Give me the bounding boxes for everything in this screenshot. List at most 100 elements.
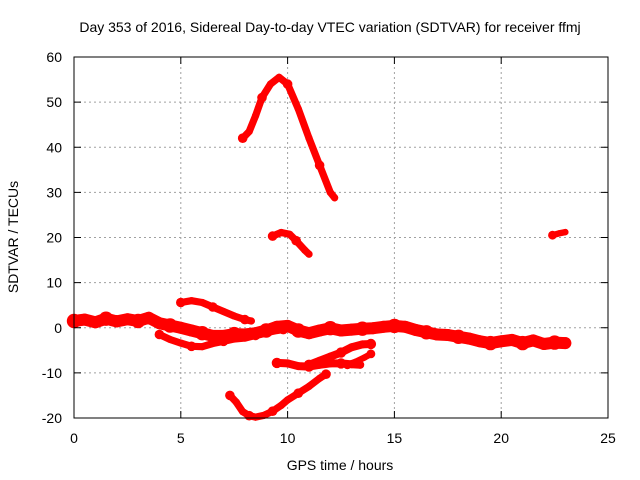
data-point bbox=[323, 321, 338, 336]
data-point bbox=[245, 127, 253, 136]
chart-title: Day 353 of 2016, Sidereal Day-to-day VTE… bbox=[79, 19, 580, 35]
data-point bbox=[313, 324, 326, 337]
data-point bbox=[275, 73, 283, 81]
data-point bbox=[257, 92, 267, 103]
y-tick-label: 20 bbox=[46, 230, 62, 246]
data-point bbox=[451, 329, 466, 344]
data-point bbox=[441, 329, 454, 341]
data-point bbox=[252, 413, 260, 421]
data-point bbox=[252, 112, 260, 120]
data-point bbox=[303, 359, 315, 370]
data-point bbox=[293, 388, 304, 399]
data-point bbox=[225, 390, 235, 401]
data-point bbox=[177, 339, 185, 347]
data-point bbox=[262, 329, 270, 337]
y-tick-label: -20 bbox=[42, 410, 62, 426]
data-point bbox=[352, 358, 360, 365]
data-point bbox=[537, 338, 550, 350]
data-point bbox=[267, 406, 278, 417]
data-point bbox=[331, 194, 339, 202]
data-point bbox=[527, 334, 540, 347]
data-point bbox=[315, 356, 324, 365]
data-point bbox=[361, 354, 368, 361]
data-point bbox=[218, 336, 229, 347]
data-point bbox=[473, 335, 486, 348]
data-point bbox=[219, 307, 228, 316]
data-point bbox=[547, 335, 562, 350]
data-point bbox=[326, 188, 334, 196]
data-point bbox=[505, 333, 518, 346]
tick-labels: 0 5 10 15 20 25 -20 -10 0 10 20 30 40 50 60 bbox=[42, 49, 616, 446]
y-axis-title: SDTVAR / TECUs bbox=[5, 181, 21, 293]
data-point bbox=[305, 382, 313, 390]
data-point bbox=[409, 324, 422, 336]
data-point bbox=[377, 320, 390, 333]
data-series bbox=[66, 73, 572, 421]
data-point bbox=[483, 335, 498, 351]
data-point bbox=[335, 324, 347, 337]
y-tick-label: 0 bbox=[54, 320, 62, 336]
data-point bbox=[294, 105, 302, 113]
data-point bbox=[278, 324, 289, 335]
data-point bbox=[345, 323, 358, 336]
x-axis-title: GPS time / hours bbox=[287, 457, 394, 473]
data-point bbox=[230, 312, 238, 320]
x-tick-label: 15 bbox=[387, 430, 403, 446]
data-point bbox=[208, 302, 218, 312]
data-point bbox=[555, 230, 563, 237]
data-point bbox=[305, 134, 313, 142]
data-point bbox=[247, 317, 255, 325]
data-point bbox=[367, 322, 379, 335]
data-point bbox=[250, 330, 261, 341]
data-point bbox=[291, 235, 301, 246]
data-point bbox=[347, 343, 356, 352]
data-point bbox=[198, 343, 206, 351]
data-point bbox=[365, 338, 377, 350]
y-tick-label: 50 bbox=[46, 94, 62, 110]
data-point bbox=[284, 396, 292, 404]
data-point bbox=[277, 401, 285, 409]
x-tick-label: 0 bbox=[70, 430, 78, 446]
data-point bbox=[305, 250, 313, 258]
x-tick-label: 20 bbox=[493, 430, 509, 446]
y-tick-label: 60 bbox=[46, 49, 62, 65]
y-tick-label: 40 bbox=[46, 139, 62, 155]
axis-ticks bbox=[73, 56, 609, 419]
data-point bbox=[355, 321, 370, 336]
data-point bbox=[260, 411, 268, 419]
data-point bbox=[154, 329, 165, 340]
data-point bbox=[176, 297, 186, 308]
data-point bbox=[515, 335, 530, 351]
data-point bbox=[321, 369, 331, 380]
data-point bbox=[277, 228, 285, 237]
data-point bbox=[559, 337, 572, 350]
y-tick-label: 10 bbox=[46, 275, 62, 291]
data-point bbox=[562, 228, 569, 236]
data-point bbox=[399, 320, 412, 333]
data-point bbox=[142, 311, 155, 324]
data-point bbox=[548, 230, 557, 240]
data-point bbox=[153, 317, 166, 330]
data-point bbox=[267, 231, 278, 241]
data-point bbox=[366, 349, 376, 359]
data-point bbox=[271, 357, 283, 369]
data-point bbox=[239, 408, 247, 416]
data-point bbox=[121, 313, 134, 326]
data-point bbox=[185, 324, 198, 337]
data-point bbox=[314, 160, 325, 171]
data-point bbox=[358, 340, 367, 349]
data-point bbox=[303, 327, 315, 340]
data-point bbox=[283, 359, 292, 368]
data-point bbox=[186, 341, 197, 352]
y-tick-label: -10 bbox=[42, 365, 62, 381]
y-tick-label: 30 bbox=[46, 184, 62, 200]
data-point bbox=[431, 328, 444, 341]
data-point bbox=[198, 298, 206, 307]
data-point bbox=[78, 313, 91, 326]
data-point bbox=[98, 311, 114, 326]
data-point bbox=[209, 339, 217, 348]
x-tick-label: 25 bbox=[600, 430, 616, 446]
data-point bbox=[187, 297, 196, 305]
data-point bbox=[130, 313, 146, 329]
